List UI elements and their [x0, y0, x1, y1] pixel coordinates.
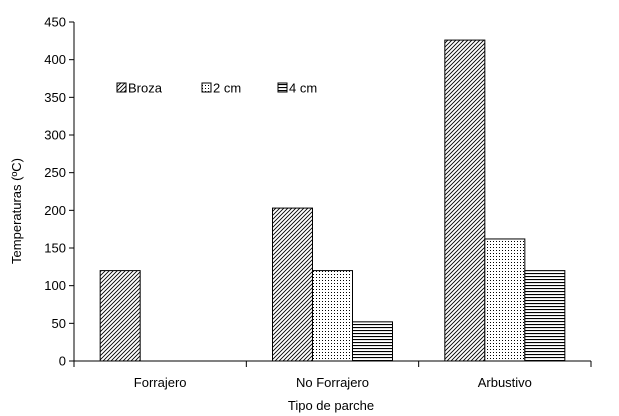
bar-arbustivo-2-cm [484, 238, 526, 362]
y-tick-label: 100 [44, 278, 66, 293]
x-tick-label-forrajero: Forrajero [134, 375, 187, 390]
legend-label-2-cm: 2 cm [213, 81, 241, 96]
bar-no-forrajero-2-cm [312, 270, 353, 362]
y-axis-title: Temperaturas (ºC) [9, 158, 24, 264]
y-tick-label: 150 [44, 241, 66, 256]
x-tick-label-no-forrajero: No Forrajero [296, 375, 369, 390]
legend-swatch-broza [116, 82, 127, 93]
y-tick-label: 400 [44, 52, 66, 67]
plot-area: 0 50 100 150 200 250 300 350 400 450 Forrajero No F… [44, 15, 592, 390]
legend-label-4-cm: 4 cm [289, 81, 317, 96]
legend-swatch-2-cm [201, 82, 212, 93]
legend-swatch-4-cm [277, 82, 288, 93]
legend-label-broza: Broza [128, 81, 163, 96]
y-tick-label: 450 [44, 15, 66, 30]
bar-no-forrajero-4-cm [352, 321, 393, 362]
bar-forrajero-broza [99, 270, 141, 362]
y-tick-label: 0 [59, 354, 66, 369]
bar-no-forrajero-broza [272, 207, 313, 362]
x-axis-title: Tipo de parche [288, 398, 374, 413]
y-tick-label: 200 [44, 203, 66, 218]
y-tick-label: 250 [44, 165, 66, 180]
y-tick-label: 50 [52, 316, 66, 331]
legend: Broza 2 cm 4 cm [116, 81, 317, 96]
bar-arbustivo-broza [444, 39, 486, 362]
y-tick-label: 300 [44, 128, 66, 143]
bar-arbustivo-4-cm [524, 270, 566, 362]
x-tick-label-arbustivo: Arbustivo [478, 375, 532, 390]
y-tick-label: 350 [44, 90, 66, 105]
